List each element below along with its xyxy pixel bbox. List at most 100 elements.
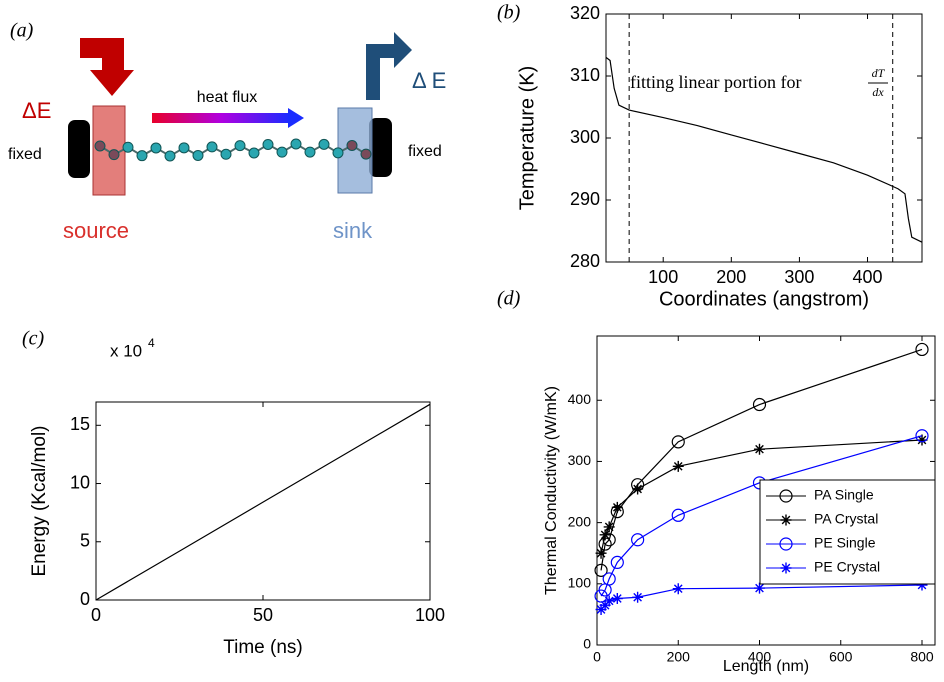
x-tick-label: 0 xyxy=(593,648,601,664)
atom xyxy=(234,140,246,152)
marker xyxy=(603,521,615,533)
marker xyxy=(610,555,624,569)
heat-flux-arrow xyxy=(152,113,290,123)
atom xyxy=(108,149,120,161)
marker xyxy=(602,533,616,547)
atom xyxy=(122,141,134,153)
marker xyxy=(779,537,793,551)
marker xyxy=(595,547,607,559)
y-tick-label: 100 xyxy=(568,575,592,591)
atom xyxy=(192,149,204,161)
y-tick-label: 320 xyxy=(570,3,600,23)
x-tick-label: 300 xyxy=(784,267,814,287)
y-tick-label: 0 xyxy=(583,636,591,652)
atom xyxy=(360,148,372,160)
data-line xyxy=(95,403,431,601)
marker xyxy=(780,562,792,574)
marker xyxy=(602,572,616,586)
y-tick-label: 0 xyxy=(80,589,90,609)
y-multiplier: x 10 xyxy=(110,341,142,360)
panel-label: (c) xyxy=(22,328,45,350)
y-tick-label: 10 xyxy=(70,472,90,492)
atom xyxy=(178,142,190,154)
annotation-num: dT xyxy=(872,66,886,80)
x-tick-label: 600 xyxy=(829,648,853,664)
heat-flux-label: heat flux xyxy=(197,89,257,106)
x-tick-label: 100 xyxy=(648,267,678,287)
marker xyxy=(595,604,607,616)
panel-label: (d) xyxy=(497,288,521,310)
marker xyxy=(671,508,685,522)
diagram: (a) ΔE Δ E heat flux fixed fixed source … xyxy=(8,20,446,243)
energy-out-label: Δ E xyxy=(412,68,446,93)
marker xyxy=(779,489,793,503)
y-axis-label: Energy (Kcal/mol) xyxy=(29,426,50,577)
y-tick-label: 200 xyxy=(568,513,592,529)
energy-out-arrow xyxy=(366,32,412,100)
marker xyxy=(672,583,684,595)
y-axis-label: Thermal Conductivity (W/mK) xyxy=(543,386,560,595)
atom xyxy=(220,148,232,160)
x-tick-label: 400 xyxy=(748,648,772,664)
data-line xyxy=(605,56,923,243)
atom xyxy=(290,138,302,150)
y-multiplier-exp: 4 xyxy=(148,336,155,350)
marker xyxy=(594,563,608,577)
data-line xyxy=(600,435,923,597)
source-label: source xyxy=(63,218,129,243)
atom xyxy=(136,150,148,162)
y-tick-label: 5 xyxy=(80,531,90,551)
atom xyxy=(206,141,218,153)
marker xyxy=(611,592,623,604)
atom xyxy=(304,146,316,158)
x-tick-label: 0 xyxy=(91,605,101,625)
y-tick-label: 400 xyxy=(568,391,592,407)
energy-in-arrow xyxy=(80,38,134,96)
atom-chain xyxy=(94,138,372,162)
marker xyxy=(599,529,611,541)
marker xyxy=(754,443,765,455)
x-tick-label: 200 xyxy=(716,267,746,287)
marker xyxy=(672,460,684,472)
heat-flux-head xyxy=(288,108,304,128)
legend-label: PE Single xyxy=(814,535,876,551)
legend-label: PA Crystal xyxy=(814,511,878,527)
atom xyxy=(276,146,288,158)
marker xyxy=(752,397,767,412)
atom xyxy=(164,150,176,162)
marker xyxy=(780,514,792,526)
y-tick-label: 300 xyxy=(568,452,592,468)
y-tick-label: 300 xyxy=(570,127,600,147)
x-tick-label: 100 xyxy=(415,605,445,625)
x-tick-label: 200 xyxy=(667,648,691,664)
annotation-den: dx xyxy=(872,85,884,99)
marker xyxy=(671,435,685,449)
panel-label: (a) xyxy=(10,20,34,42)
marker xyxy=(611,501,623,513)
fixed-label: fixed xyxy=(8,146,42,163)
marker xyxy=(754,582,765,594)
x-tick-label: 50 xyxy=(253,605,273,625)
marker xyxy=(915,342,929,357)
panel-label: (b) xyxy=(497,2,521,24)
fixed-end xyxy=(68,120,90,178)
x-axis-label: Time (ns) xyxy=(223,637,303,658)
plot-frame xyxy=(605,13,923,263)
x-axis-label: Length (nm) xyxy=(723,658,809,675)
y-axis-label: Temperature (K) xyxy=(516,66,538,211)
legend-label: PA Single xyxy=(814,487,874,503)
marker xyxy=(632,483,644,495)
sink-label: sink xyxy=(333,218,373,243)
x-tick-label: 800 xyxy=(910,648,934,664)
atom xyxy=(150,142,162,154)
marker xyxy=(599,599,611,611)
energy-in-label: ΔE xyxy=(22,98,51,123)
atom xyxy=(262,138,274,150)
y-tick-label: 290 xyxy=(570,189,600,209)
marker xyxy=(632,591,644,603)
x-tick-label: 400 xyxy=(852,267,882,287)
atom xyxy=(332,147,344,159)
marker xyxy=(915,429,929,443)
marker xyxy=(631,533,645,547)
